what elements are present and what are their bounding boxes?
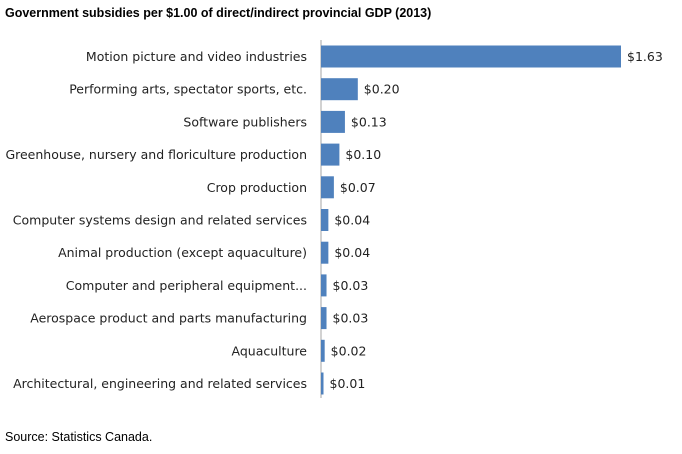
- category-label: Computer and peripheral equipment...: [66, 278, 307, 293]
- category-label: Software publishers: [183, 114, 307, 129]
- category-label: Animal production (except aquaculture): [58, 245, 307, 260]
- bar: [321, 45, 621, 68]
- bar: [321, 307, 327, 330]
- bar: [321, 372, 324, 395]
- value-label: $0.04: [334, 245, 370, 260]
- bars-group: Motion picture and video industries $1.63…: [5, 45, 663, 395]
- category-label: Performing arts, spectator sports, etc.: [69, 82, 307, 97]
- value-label: $0.03: [333, 278, 369, 293]
- category-label: Aquaculture: [232, 343, 308, 358]
- value-label: $1.63: [627, 49, 663, 64]
- category-label: Greenhouse, nursery and floriculture pro…: [5, 147, 307, 162]
- category-label: Crop production: [207, 180, 307, 195]
- bar: [321, 274, 327, 297]
- value-label: $0.13: [351, 114, 387, 129]
- bar: [321, 110, 345, 133]
- value-label: $0.07: [340, 180, 376, 195]
- bar: [321, 176, 334, 199]
- bar: [321, 78, 358, 101]
- value-label: $0.01: [330, 376, 366, 391]
- chart-title: Government subsidies per $1.00 of direct…: [5, 6, 432, 20]
- source-note: Source: Statistics Canada.: [5, 430, 153, 444]
- value-label: $0.04: [334, 213, 370, 228]
- bar: [321, 339, 325, 362]
- value-label: $0.03: [333, 311, 369, 326]
- value-label: $0.10: [345, 147, 381, 162]
- bar: [321, 209, 329, 231]
- value-label: $0.02: [331, 343, 367, 358]
- category-label: Computer systems design and related serv…: [13, 213, 307, 228]
- category-label: Motion picture and video industries: [86, 49, 307, 64]
- category-label: Architectural, engineering and related s…: [13, 376, 307, 391]
- category-label: Aerospace product and parts manufacturin…: [30, 311, 307, 326]
- bar: [321, 143, 340, 166]
- value-label: $0.20: [364, 82, 400, 97]
- bar: [321, 241, 329, 264]
